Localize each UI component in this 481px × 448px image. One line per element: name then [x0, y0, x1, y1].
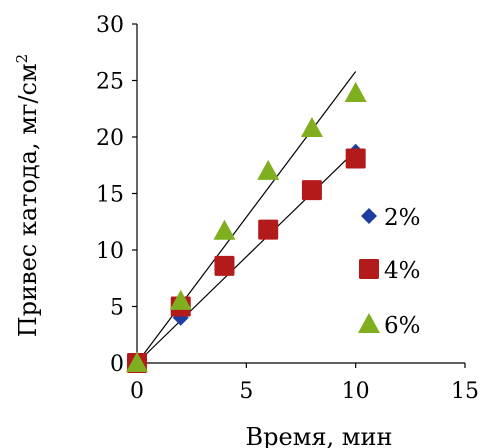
x-tick-label: 5 — [239, 379, 253, 404]
legend-marker-square — [359, 259, 379, 279]
data-point-square — [214, 255, 235, 276]
y-axis-title-text: Привес катода, мг/см — [14, 63, 42, 337]
legend-label: 4% — [384, 258, 421, 284]
data-point-triangle — [126, 352, 148, 373]
y-tick-label: 0 — [110, 352, 124, 377]
legend: 2% 4% 6% — [358, 205, 421, 339]
data-point-square — [301, 180, 322, 201]
data-point-square — [258, 219, 279, 240]
y-tick-label: 30 — [96, 13, 124, 38]
data-point-square — [345, 148, 366, 169]
trendline — [136, 150, 357, 364]
data-point-triangle — [213, 219, 236, 240]
x-tick-label: 15 — [451, 379, 479, 404]
x-tick-label: 10 — [342, 379, 370, 404]
data-point-triangle — [169, 289, 192, 310]
x-axis-title: Время, мин — [246, 423, 393, 448]
legend-label: 6% — [384, 313, 421, 339]
legend-label: 2% — [384, 205, 421, 231]
data-point-triangle — [300, 116, 323, 137]
data-point-triangle — [344, 81, 367, 102]
x-ticks: 0 5 10 15 — [130, 363, 479, 404]
y-tick-label: 25 — [96, 70, 124, 95]
y-tick-label: 10 — [96, 239, 124, 264]
y-ticks: 0 5 10 15 20 25 30 — [96, 13, 137, 377]
y-tick-label: 15 — [96, 183, 124, 208]
y-tick-label: 5 — [110, 296, 124, 321]
legend-marker-triangle — [358, 313, 380, 334]
y-axis-title-superscript: 2 — [13, 54, 31, 64]
y-tick-label: 20 — [96, 126, 124, 151]
trendlines — [136, 71, 357, 364]
legend-marker-diamond — [361, 208, 377, 224]
x-tick-label: 0 — [130, 379, 144, 404]
data-point-triangle — [257, 159, 280, 180]
trendline — [136, 71, 357, 364]
data-points — [126, 81, 367, 373]
y-axis-title: Привес катода, мг/см2 — [13, 54, 42, 337]
